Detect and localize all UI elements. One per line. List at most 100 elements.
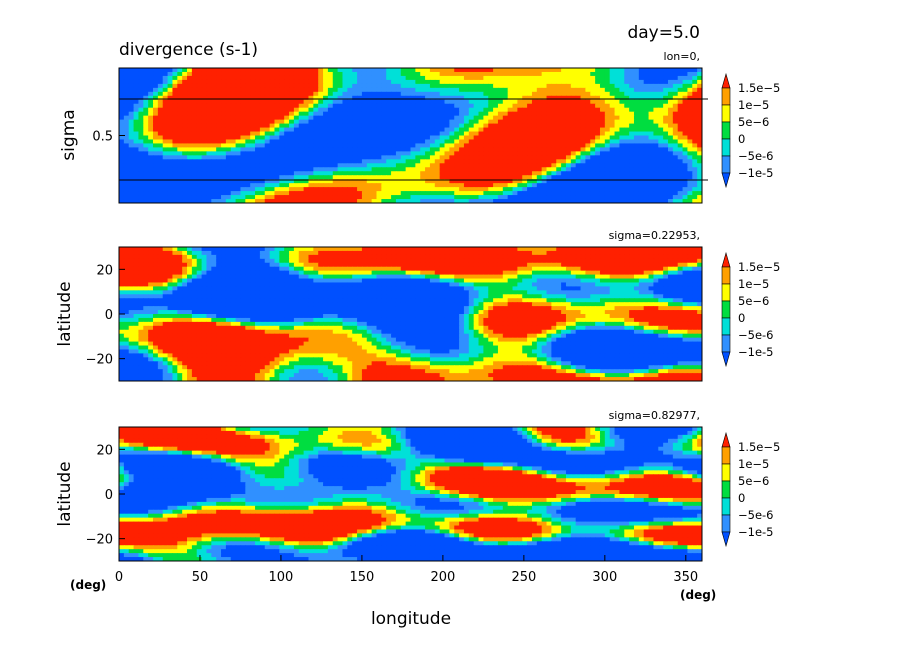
field-cell [274,270,280,276]
field-cell [240,147,246,152]
field-cell [187,247,193,252]
field-cell [201,143,208,149]
field-cell [565,75,572,81]
field-cell [444,115,450,121]
field-cell [556,262,562,268]
field-cell [395,183,402,188]
field-cell [191,175,198,180]
field-cell [648,75,655,81]
field-cell [225,83,232,89]
field-cell [323,71,329,77]
field-cell [313,87,319,93]
field-cell [667,91,674,97]
field-cell [478,155,484,160]
field-cell [371,99,378,105]
field-cell [507,111,514,117]
field-cell [123,95,130,101]
field-cell [255,163,261,168]
field-cell [507,139,514,145]
field-cell [546,71,552,77]
field-cell [245,250,251,256]
field-cell [507,79,514,85]
field-cell [531,83,538,89]
field-cell [201,191,208,196]
field-cell [347,123,353,129]
field-cell [663,254,669,260]
field-cell [313,71,319,77]
field-cell [434,262,441,268]
field-cell [284,107,290,113]
field-cell [667,159,674,164]
field-cell [187,183,193,188]
field-cell [201,270,208,276]
field-cell [201,151,208,156]
field-cell [157,199,164,203]
field-cell [463,175,470,180]
field-cell [187,131,193,137]
field-cell [687,167,693,172]
field-cell [556,79,562,85]
field-cell [420,266,426,272]
field-cell [609,187,616,192]
field-cell [488,183,494,188]
field-cell [225,163,232,168]
field-cell [522,123,528,129]
field-cell [313,167,319,172]
field-cell [429,95,436,101]
field-cell [595,103,601,109]
field-cell [259,119,266,125]
field-cell [119,87,125,93]
field-cell [672,151,679,156]
field-cell [531,171,538,176]
field-cell [459,119,465,125]
field-cell [259,179,266,184]
field-cell [590,155,596,160]
field-cell [303,250,310,256]
field-cell [585,103,591,109]
field-cell [128,171,135,176]
field-cell [274,183,280,188]
field-cell [391,183,397,188]
field-cell [604,107,611,113]
field-cell [672,143,679,149]
field-cell [619,91,625,97]
field-cell [381,107,387,113]
field-cell [590,250,596,256]
field-cell [172,171,178,176]
field-cell [216,127,222,133]
field-cell [157,135,164,141]
field-cell [182,139,188,145]
field-cell [556,247,562,252]
field-cell [570,254,577,260]
field-cell [410,87,416,93]
field-cell [342,147,348,152]
field-cell [352,175,358,180]
field-cell [565,266,572,272]
field-cell [692,167,698,172]
field-cell [473,171,480,176]
field-cell [648,91,655,97]
field-cell [255,199,261,203]
field-cell [643,111,650,117]
field-cell [609,119,616,125]
field-cell [381,135,387,141]
field-cell [609,195,616,200]
field-cell [444,95,450,101]
field-cell [638,183,645,188]
field-cell [493,159,499,164]
field-cell [391,135,397,141]
field-cell [672,247,679,252]
field-cell [279,167,285,172]
field-cell [653,159,659,164]
field-cell [556,171,562,176]
field-cell [478,250,484,256]
field-cell [463,147,470,152]
field-cell [157,79,164,85]
field-cell [119,143,125,149]
field-cell [439,139,446,145]
field-cell [376,111,382,117]
field-cell [405,254,412,260]
field-cell [298,250,305,256]
field-cell [648,195,655,200]
field-cell [157,179,164,184]
